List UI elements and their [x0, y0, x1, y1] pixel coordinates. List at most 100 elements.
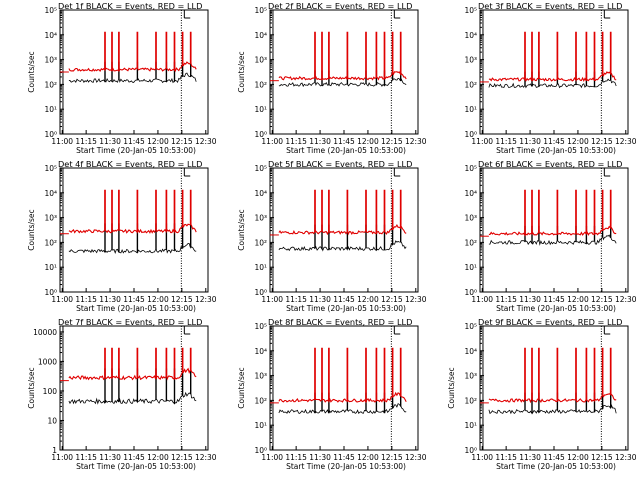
panel-4: Det 4f BLACK = Events, RED = LLD 10⁰ 10¹ 10…	[27, 159, 217, 313]
y-tick-label: 10⁵	[464, 322, 477, 331]
x-tick-label: 12:15	[171, 137, 193, 146]
x-tick-label: 11:30	[99, 295, 121, 304]
x-tick-label: 11:00	[261, 295, 283, 304]
y-tick-label: 10⁵	[254, 6, 267, 15]
y-tick-label: 10²	[254, 238, 267, 247]
y-axis-label: Counts/sec	[27, 51, 36, 92]
y-tick-label: 10³	[254, 56, 267, 65]
y-tick-label: 10⁴	[44, 31, 57, 40]
panel-3: Det 3f BLACK = Events, RED = LLD 10⁰ 10¹ 10…	[464, 1, 636, 155]
x-tick-label: 11:30	[99, 453, 121, 462]
x-tick-label: 12:30	[405, 295, 427, 304]
y-axis-label: Counts/sec	[27, 367, 36, 408]
x-tick-label: 12:00	[147, 295, 169, 304]
x-tick-label: 11:00	[51, 453, 73, 462]
plot-frame	[479, 167, 629, 293]
series-events-line	[68, 61, 197, 84]
series-lld-line	[488, 189, 617, 237]
panel-title: Det 7f BLACK = Events, RED = LLD	[58, 317, 202, 327]
series-events-line	[278, 224, 407, 252]
y-tick-label: 10¹	[464, 105, 477, 114]
x-axis-label: Start Time (20-Jan-05 10:53:00)	[286, 462, 406, 471]
plot-frame	[59, 167, 209, 293]
panel-title: Det 5f BLACK = Events, RED = LLD	[268, 159, 412, 169]
x-tick-label: 11:00	[261, 137, 283, 146]
y-tick-label: 10⁰	[464, 446, 477, 455]
x-tick-label: 12:30	[195, 137, 217, 146]
y-tick-label: 10⁰	[254, 130, 267, 139]
panel-5: Det 5f BLACK = Events, RED = LLD 10⁰ 10¹ 10…	[237, 159, 427, 313]
x-tick-label: 12:00	[567, 453, 589, 462]
series-events-line	[68, 223, 197, 254]
panel-title: Det 9f BLACK = Events, RED = LLD	[478, 317, 622, 327]
x-tick-label: 12:30	[615, 295, 637, 304]
x-tick-label: 12:15	[591, 137, 613, 146]
y-tick-label: 10¹	[464, 421, 477, 430]
x-tick-label: 11:15	[495, 295, 517, 304]
plot-frame	[479, 9, 629, 135]
x-tick-label: 11:45	[333, 295, 355, 304]
x-axis-label: Start Time (20-Jan-05 10:53:00)	[76, 146, 196, 155]
x-tick-label: 12:30	[405, 453, 427, 462]
x-tick-label: 11:15	[285, 137, 307, 146]
x-tick-label: 11:45	[543, 137, 565, 146]
x-tick-label: 11:15	[495, 453, 517, 462]
x-tick-label: 12:15	[381, 137, 403, 146]
y-tick-label: 10⁰	[254, 446, 267, 455]
x-axis-label: Start Time (20-Jan-05 10:53:00)	[286, 146, 406, 155]
y-tick-label: 10⁴	[464, 347, 477, 356]
y-tick-label: 10⁵	[44, 164, 57, 173]
panel-title: Det 6f BLACK = Events, RED = LLD	[478, 159, 622, 169]
plot-frame	[479, 325, 629, 451]
panel-7: Det 7f BLACK = Events, RED = LLD 1 10 100 10…	[27, 317, 217, 471]
panel-title: Det 2f BLACK = Events, RED = LLD	[268, 1, 412, 11]
y-tick-label: 10²	[44, 80, 57, 89]
x-tick-label: 11:45	[123, 137, 145, 146]
x-tick-label: 12:15	[381, 295, 403, 304]
x-tick-label: 11:15	[285, 453, 307, 462]
x-axis-label: Start Time (20-Jan-05 10:53:00)	[76, 304, 196, 313]
y-tick-label: 10²	[254, 80, 267, 89]
x-tick-label: 11:00	[471, 453, 493, 462]
x-tick-label: 12:15	[591, 453, 613, 462]
y-tick-label: 10²	[464, 396, 477, 405]
y-tick-label: 10⁵	[254, 164, 267, 173]
y-tick-label: 10⁴	[464, 189, 477, 198]
series-events-line	[488, 225, 617, 246]
y-tick-label: 10⁰	[254, 288, 267, 297]
x-tick-label: 12:30	[195, 453, 217, 462]
x-tick-label: 11:45	[333, 137, 355, 146]
x-tick-label: 12:15	[171, 295, 193, 304]
x-tick-label: 11:45	[333, 453, 355, 462]
y-tick-label: 10³	[44, 56, 57, 65]
y-axis-label: Counts/sec	[237, 209, 246, 250]
y-tick-label: 10⁵	[464, 6, 477, 15]
y-tick-label: 10²	[464, 80, 477, 89]
x-tick-label: 11:00	[51, 137, 73, 146]
x-tick-label: 11:15	[75, 137, 97, 146]
x-axis-label: Start Time (20-Jan-05 10:53:00)	[76, 462, 196, 471]
series-lld-line	[488, 31, 617, 82]
x-axis-label: Start Time (20-Jan-05 10:53:00)	[496, 146, 616, 155]
panel-title: Det 3f BLACK = Events, RED = LLD	[478, 1, 622, 11]
x-tick-label: 11:45	[123, 295, 145, 304]
y-axis-label: Counts/sec	[27, 209, 36, 250]
y-tick-label: 10¹	[254, 263, 267, 272]
y-tick-label: 10⁰	[464, 130, 477, 139]
y-axis-label: Counts/sec	[447, 367, 456, 408]
x-tick-label: 12:00	[357, 137, 379, 146]
y-axis-label: Counts/sec	[237, 367, 246, 408]
y-tick-label: 10⁴	[254, 189, 267, 198]
panel-9: Det 9f BLACK = Events, RED = LLD 10⁰ 10¹ 10…	[447, 317, 637, 471]
x-tick-label: 11:45	[543, 295, 565, 304]
x-tick-label: 12:15	[591, 295, 613, 304]
x-tick-label: 12:00	[357, 295, 379, 304]
x-tick-label: 11:00	[51, 295, 73, 304]
series-events-line	[68, 368, 197, 405]
x-tick-label: 12:15	[171, 453, 193, 462]
panel-2: Det 2f BLACK = Events, RED = LLD 10⁰ 10¹ 10…	[237, 1, 427, 155]
x-tick-label: 11:00	[471, 295, 493, 304]
series-lld-line	[488, 347, 617, 404]
plot-frame	[59, 9, 209, 135]
